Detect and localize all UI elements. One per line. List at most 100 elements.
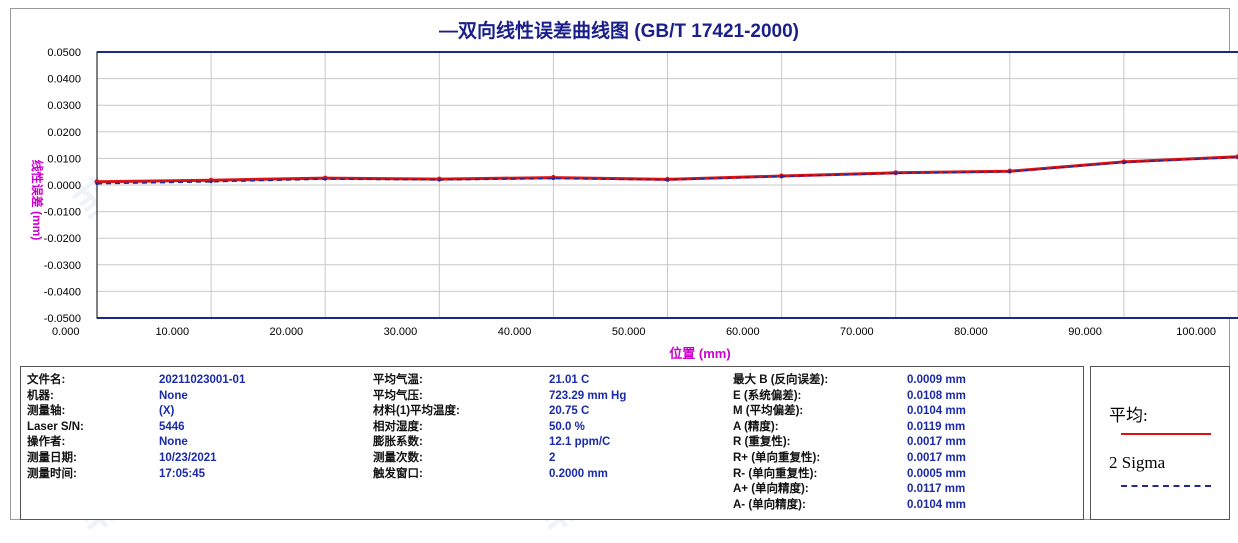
info-label: 膨胀系数: (373, 435, 549, 451)
x-tick-label: 50.000 (612, 326, 646, 338)
data-point-2sigma (666, 178, 669, 181)
data-point-2sigma (96, 182, 99, 185)
y-tick-label: -0.0300 (44, 260, 81, 272)
y-tick-label: -0.0100 (44, 207, 81, 219)
info-value: 10/23/2021 (159, 452, 217, 464)
y-tick-label: 0.0400 (47, 74, 81, 86)
info-row: 测量日期:10/23/2021 (27, 451, 245, 467)
info-value: 0.2000 mm (549, 468, 608, 480)
info-value: 5446 (159, 421, 185, 433)
info-label: 测量轴: (27, 404, 159, 420)
info-label: 测量时间: (27, 467, 159, 483)
info-value: 0.0005 mm (907, 468, 966, 480)
info-label: 平均气压: (373, 389, 549, 405)
info-row: 测量时间:17:05:45 (27, 467, 245, 483)
info-value: None (159, 436, 188, 448)
data-point-2sigma (1122, 161, 1125, 164)
info-value: 50.0 % (549, 421, 585, 433)
y-tick-label: 0.0300 (47, 100, 81, 112)
info-label: 相对湿度: (373, 420, 549, 436)
y-tick-label: 0.0500 (47, 47, 81, 59)
info-value: 0.0009 mm (907, 374, 966, 386)
legend-mean-label: 平均: (1109, 401, 1148, 426)
info-value: 21.01 C (549, 374, 589, 386)
info-row: 平均气温:21.01 C (373, 373, 626, 389)
info-row: M (平均偏差):0.0104 mm (733, 404, 966, 420)
info-row: 机器:None (27, 389, 245, 405)
info-label: R- (单向重复性): (733, 467, 907, 483)
data-point-2sigma (780, 175, 783, 178)
x-tick-label: 40.000 (498, 326, 532, 338)
info-value: 12.1 ppm/C (549, 436, 610, 448)
info-row: R- (单向重复性):0.0005 mm (733, 467, 966, 483)
info-label: R+ (单向重复性): (733, 451, 907, 467)
data-point-2sigma (438, 178, 441, 181)
info-row: Laser S/N:5446 (27, 420, 245, 436)
info-value: 17:05:45 (159, 468, 205, 480)
x-tick-label: 60.000 (726, 326, 760, 338)
info-value: 0.0017 mm (907, 436, 966, 448)
info-value: 0.0108 mm (907, 390, 966, 402)
y-tick-label: 0.0000 (47, 180, 81, 192)
info-label: M (平均偏差): (733, 404, 907, 420)
data-point-2sigma (210, 180, 213, 183)
info-value: None (159, 390, 188, 402)
x-tick-label: 20.000 (270, 326, 304, 338)
info-label: A+ (单向精度): (733, 482, 907, 498)
y-tick-label: 0.0100 (47, 153, 81, 165)
info-row: 测量轴:(X) (27, 404, 245, 420)
info-row: 文件名:20211023001-01 (27, 373, 245, 389)
data-point-2sigma (552, 177, 555, 180)
info-row: A (精度):0.0119 mm (733, 420, 966, 436)
x-axis-label: 位置 (mm) (669, 346, 730, 361)
info-row: 平均气压:723.29 mm Hg (373, 389, 626, 405)
y-axis-label: 线性误差 (mm) (30, 160, 45, 241)
info-value: 2 (549, 452, 555, 464)
x-tick-label: 70.000 (840, 326, 874, 338)
info-row: 膨胀系数:12.1 ppm/C (373, 435, 626, 451)
info-row: 最大 B (反向误差):0.0009 mm (733, 373, 966, 389)
info-value: 723.29 mm Hg (549, 390, 626, 402)
info-label: 测量次数: (373, 451, 549, 467)
info-row: E (系统偏差):0.0108 mm (733, 389, 966, 405)
legend-sigma-line (1121, 485, 1211, 487)
info-row: 操作者:None (27, 435, 245, 451)
y-tick-label: -0.0500 (44, 313, 81, 325)
info-row: A+ (单向精度):0.0117 mm (733, 482, 966, 498)
info-label: E (系统偏差): (733, 389, 907, 405)
y-tick-label: 0.0200 (47, 127, 81, 139)
info-label: 测量日期: (27, 451, 159, 467)
info-label: R (重复性): (733, 435, 907, 451)
info-row: A- (单向精度):0.0104 mm (733, 498, 966, 514)
info-value: 0.0017 mm (907, 452, 966, 464)
info-value: 20.75 C (549, 405, 589, 417)
info-value: 0.0104 mm (907, 499, 966, 511)
legend-mean-line (1121, 433, 1211, 435)
data-point-2sigma (894, 172, 897, 175)
y-tick-label: -0.0200 (44, 233, 81, 245)
chart: 0.0500 0.0400 0.0300 0.0200 0.0100 0.0000 -0.0… (0, 0, 1238, 366)
x-tick-label: 80.000 (954, 326, 988, 338)
info-label: 文件名: (27, 373, 159, 389)
info-row: 材料(1)平均温度:20.75 C (373, 404, 626, 420)
data-point-2sigma (324, 178, 327, 181)
info-row: R (重复性):0.0017 mm (733, 435, 966, 451)
info-label: Laser S/N: (27, 420, 159, 436)
info-label: 操作者: (27, 435, 159, 451)
info-label: 最大 B (反向误差): (733, 373, 907, 389)
x-tick-label: 100.000 (1176, 326, 1216, 338)
info-label: 平均气温: (373, 373, 549, 389)
info-value: 20211023001-01 (159, 374, 245, 386)
info-row: 相对湿度:50.0 % (373, 420, 626, 436)
info-value: 0.0117 mm (907, 483, 965, 495)
legend: 平均: 2 Sigma (1090, 366, 1230, 520)
x-tick-label: 10.000 (155, 326, 189, 338)
info-value: (X) (159, 405, 174, 417)
